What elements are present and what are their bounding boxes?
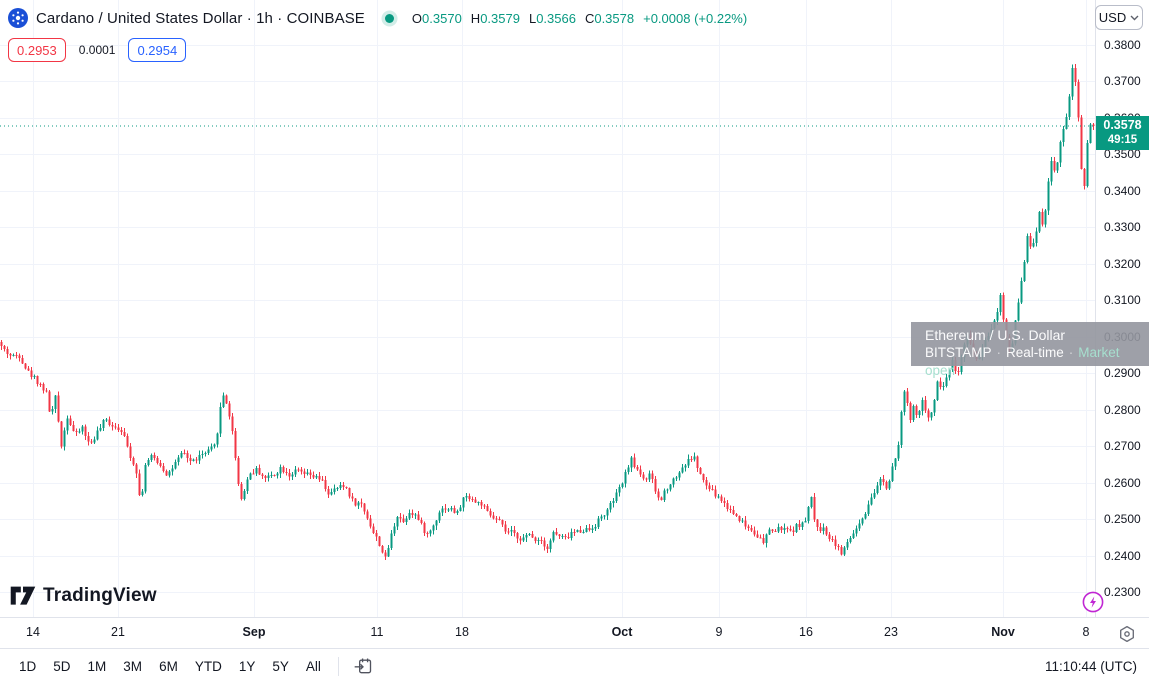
chart-pane: TradingView Cardano / United States Doll…: [0, 0, 1149, 617]
time-tick-label: Oct: [611, 625, 633, 639]
current-price-value: 0.3578: [1103, 117, 1142, 132]
price-tick-label: 0.3400: [1104, 183, 1141, 198]
time-tick-label: 9: [715, 625, 723, 639]
time-tick-label: 8: [1082, 625, 1090, 639]
open-label: O: [411, 10, 423, 26]
tradingview-logo-text: TradingView: [43, 585, 157, 606]
bar-countdown: 49:15: [1107, 133, 1138, 146]
low-value: 0.3566: [536, 10, 576, 26]
price-tick-label: 0.3000: [1104, 329, 1141, 344]
calendar-go-to-date-icon: [354, 658, 372, 674]
time-tick-label: 16: [799, 625, 813, 639]
price-tick-label: 0.3700: [1104, 74, 1141, 89]
price-tick-label: 0.2400: [1104, 548, 1141, 563]
time-tick-label: 18: [455, 625, 469, 639]
time-tick-label: 14: [26, 625, 40, 639]
range-button-1y[interactable]: 1Y: [232, 654, 263, 679]
chart-legend: Cardano / United States Dollar · 1h · CO…: [8, 7, 747, 62]
time-tick-label: Nov: [991, 625, 1015, 639]
change-value: +0.0008 (+0.22%): [643, 10, 748, 26]
ask-button[interactable]: 0.2954: [128, 38, 187, 62]
range-button-5y[interactable]: 5Y: [265, 654, 296, 679]
range-button-1d[interactable]: 1D: [12, 654, 43, 679]
tradingview-logo[interactable]: TradingView: [10, 584, 157, 608]
spread-label: 0.0001: [78, 43, 116, 57]
clock-label[interactable]: 11:10:44 (UTC): [1044, 658, 1137, 674]
time-scale[interactable]: 14 21 Sep 11 18 Oct 9 16 23 Nov 8: [0, 617, 1149, 648]
toolbar-divider: [337, 656, 339, 676]
range-button-6m[interactable]: 6M: [152, 654, 185, 679]
currency-select[interactable]: USD: [1095, 5, 1143, 30]
bottom-toolbar: 1D 5D 1M 3M 6M YTD 1Y 5Y All 11:10:44 (UTC): [0, 648, 1149, 683]
price-tick-label: 0.3500: [1104, 147, 1141, 162]
price-tick-label: 0.2600: [1104, 475, 1141, 490]
currency-label: USD: [1098, 10, 1127, 25]
range-buttons: 1D 5D 1M 3M 6M YTD 1Y 5Y All: [12, 654, 331, 679]
open-value: 0.3570: [422, 10, 462, 26]
price-tick-label: 0.2700: [1104, 439, 1141, 454]
cardano-icon: [8, 8, 28, 28]
price-tick-label: 0.2800: [1104, 402, 1141, 417]
range-button-1m[interactable]: 1M: [81, 654, 114, 679]
gear-icon: [1120, 625, 1134, 643]
range-button-5d[interactable]: 5D: [46, 654, 77, 679]
bid-button[interactable]: 0.2953: [8, 38, 66, 62]
time-tick-label: 11: [370, 625, 384, 639]
price-scale[interactable]: 0.3578 49:15 0.38000.37000.36000.35000.3…: [1095, 0, 1149, 617]
price-tick-label: 0.3300: [1104, 220, 1141, 235]
symbol-title[interactable]: Cardano / United States Dollar · 1h · CO…: [36, 9, 365, 27]
price-tick-label: 0.2300: [1104, 585, 1141, 599]
go-to-date-button[interactable]: [349, 653, 377, 679]
close-value: 0.3578: [594, 10, 635, 26]
tradingview-logo-icon: [10, 586, 36, 605]
chart-canvas[interactable]: [0, 0, 1095, 617]
range-button-3m[interactable]: 3M: [116, 654, 149, 679]
current-price-tag: 0.3578 49:15: [1096, 115, 1149, 150]
price-tick-label: 0.3200: [1104, 256, 1141, 271]
time-tick-label: 21: [111, 625, 125, 639]
price-tick-label: 0.2500: [1104, 512, 1141, 527]
price-tick-label: 0.3100: [1104, 293, 1141, 308]
close-label: C: [584, 10, 595, 26]
lightning-boost-icon[interactable]: [1082, 591, 1104, 613]
range-button-all[interactable]: All: [299, 654, 328, 679]
chevron-down-icon: [1130, 15, 1139, 20]
high-value: 0.3579: [480, 10, 520, 26]
range-button-ytd[interactable]: YTD: [188, 654, 229, 679]
market-status-dot-icon[interactable]: [384, 13, 394, 23]
ohlc-values: O0.3570 H0.3579 L0.3566 C0.3578 +0.0008 …: [412, 11, 747, 26]
price-tick-label: 0.3800: [1104, 38, 1141, 52]
price-tick-label: 0.2900: [1104, 366, 1141, 381]
time-tick-label: 23: [884, 625, 898, 639]
high-label: H: [470, 10, 481, 26]
scale-settings-button[interactable]: [1115, 622, 1139, 646]
time-tick-label: Sep: [242, 625, 266, 639]
low-label: L: [528, 10, 537, 26]
